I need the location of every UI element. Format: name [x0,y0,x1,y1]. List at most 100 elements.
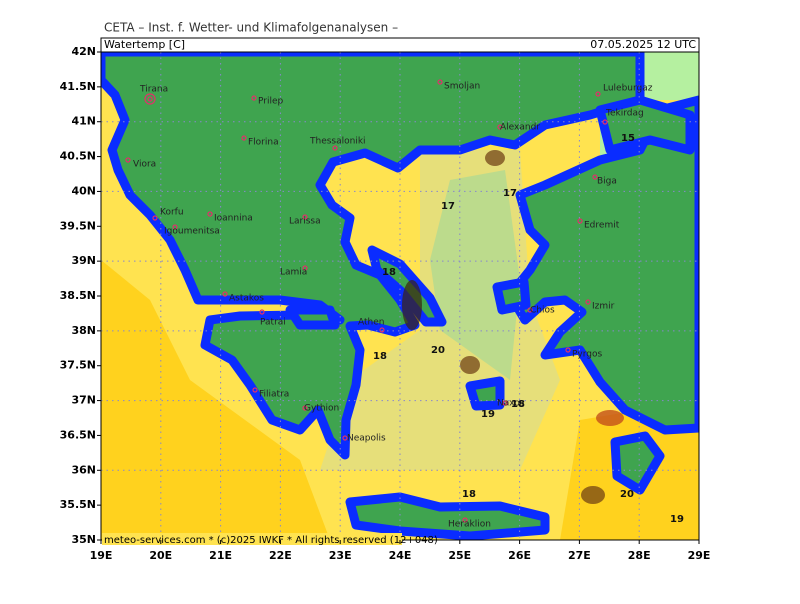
isotherm-label: 20 [431,345,445,356]
city-marker [497,124,503,130]
rhodes [610,431,665,495]
city-label: Larissa [289,217,321,227]
city-marker [602,119,608,125]
city-label: Lamia [280,268,307,278]
axes: 42N 41.5N 41N 40.5N 40N 39.5N 39N 38.5N 38N 37.5N… [60,45,711,562]
city-label: Astakos [229,294,264,304]
city-label: Igoumenitsa [164,227,220,237]
city-marker [437,79,443,85]
city-label: Edremit [584,221,620,231]
lon-tick-label: 24E [389,549,412,562]
lat-tick-label: 38N [71,324,96,337]
contour-cluster [581,486,605,504]
isotherm-label: 17 [441,201,455,212]
city-label: Tekirdag [605,109,644,119]
city-label: Biga [597,177,617,187]
city-label: Izmir [592,302,615,312]
city-marker [147,96,153,102]
city-marker [252,387,258,393]
city-label: Chios [530,306,555,316]
isotherm-label: 19 [670,514,684,525]
lat-tick-label: 39N [71,254,96,267]
city-label: Smoljan [444,82,480,92]
variable-label: Watertemp [C] [104,38,185,51]
lon-tick-label: 23E [329,549,352,562]
footer-bg [102,533,402,545]
city-marker [577,218,583,224]
lon-tick-label: 21E [209,549,232,562]
city-marker [125,157,131,163]
city-marker [302,265,308,271]
city-label: Viora [133,160,156,170]
grid [101,52,699,540]
city-marker [251,95,257,101]
contour-cluster [460,356,480,374]
isotherm-label: 20 [620,489,634,500]
lat-tick-label: 37N [71,394,96,407]
cities: Tirana Prilep Smoljan Luleburgaz Tekirdag Ale… [125,79,653,530]
lon-tick-label: 26E [508,549,531,562]
lat-tick-label: 37.5N [60,359,96,372]
valid-time: 07.05.2025 12 UTC [590,38,696,51]
lat-tick-label: 41.5N [60,80,96,93]
city-marker [585,299,591,305]
city-label: Athen [358,318,384,328]
city-marker [207,211,213,217]
isotherm-label: 18 [462,489,476,500]
land [101,52,699,540]
city-label: Florina [248,138,279,148]
naxos [465,376,505,411]
lat-tick-label: 36.5N [60,428,96,441]
isotherm-labels: 17 17 18 20 18 19 18 15 18 20 19 [373,133,684,525]
capital-marker [144,93,156,105]
lon-tick-label: 28E [628,549,651,562]
island [285,305,340,330]
lat-tick-label: 40.5N [60,150,96,163]
city-label: Neapolis [347,434,386,444]
city-label: Prilep [258,97,284,107]
city-marker [462,517,468,523]
city-marker [241,135,247,141]
anatolia [505,95,699,435]
lat-tick-label: 38.5N [60,289,96,302]
lat-tick-label: 40N [71,184,96,197]
contour-cluster [485,150,505,166]
city-label: Pyrgos [572,350,603,360]
lon-tick-label: 22E [269,549,292,562]
city-label: Tirana [139,85,168,95]
chios [492,277,531,315]
contour-cluster [402,280,422,330]
city-label: Alexandr [500,123,540,133]
lat-tick-label: 42N [71,45,96,58]
isotherm-label: 17 [503,188,517,199]
city-label: Naxos [497,399,525,409]
city-marker [527,307,533,313]
lon-tick-label: 27E [568,549,591,562]
city-marker [379,327,385,333]
map-area: Tirana Prilep Smoljan Luleburgaz Tekirdag Ale… [101,52,699,540]
lon-tick-label: 19E [90,549,113,562]
city-label: Luleburgaz [603,84,653,94]
city-marker [302,405,308,411]
crete [345,492,550,540]
city-label: Heraklion [448,520,491,530]
city-marker [152,215,158,221]
cool-sea [430,170,520,380]
city-marker [222,291,228,297]
lat-tick-label: 35N [71,533,96,546]
city-label: Korfu [160,208,184,218]
city-label: Patrai [260,318,286,328]
lat-tick-label: 41N [71,115,96,128]
city-marker [595,91,601,97]
city-marker [172,224,178,230]
lat-tick-label: 36N [71,463,96,476]
city-marker [565,347,571,353]
city-marker [332,145,338,151]
city-marker [342,435,348,441]
lat-tick-label: 35.5N [60,498,96,511]
footer: meteo-services.com * (c)2025 IWKF * All … [104,535,438,546]
institute-title: CETA – Inst. f. Wetter- und Klimafolgena… [104,21,398,35]
lon-tick-label: 20E [149,549,172,562]
balkans [101,52,645,460]
